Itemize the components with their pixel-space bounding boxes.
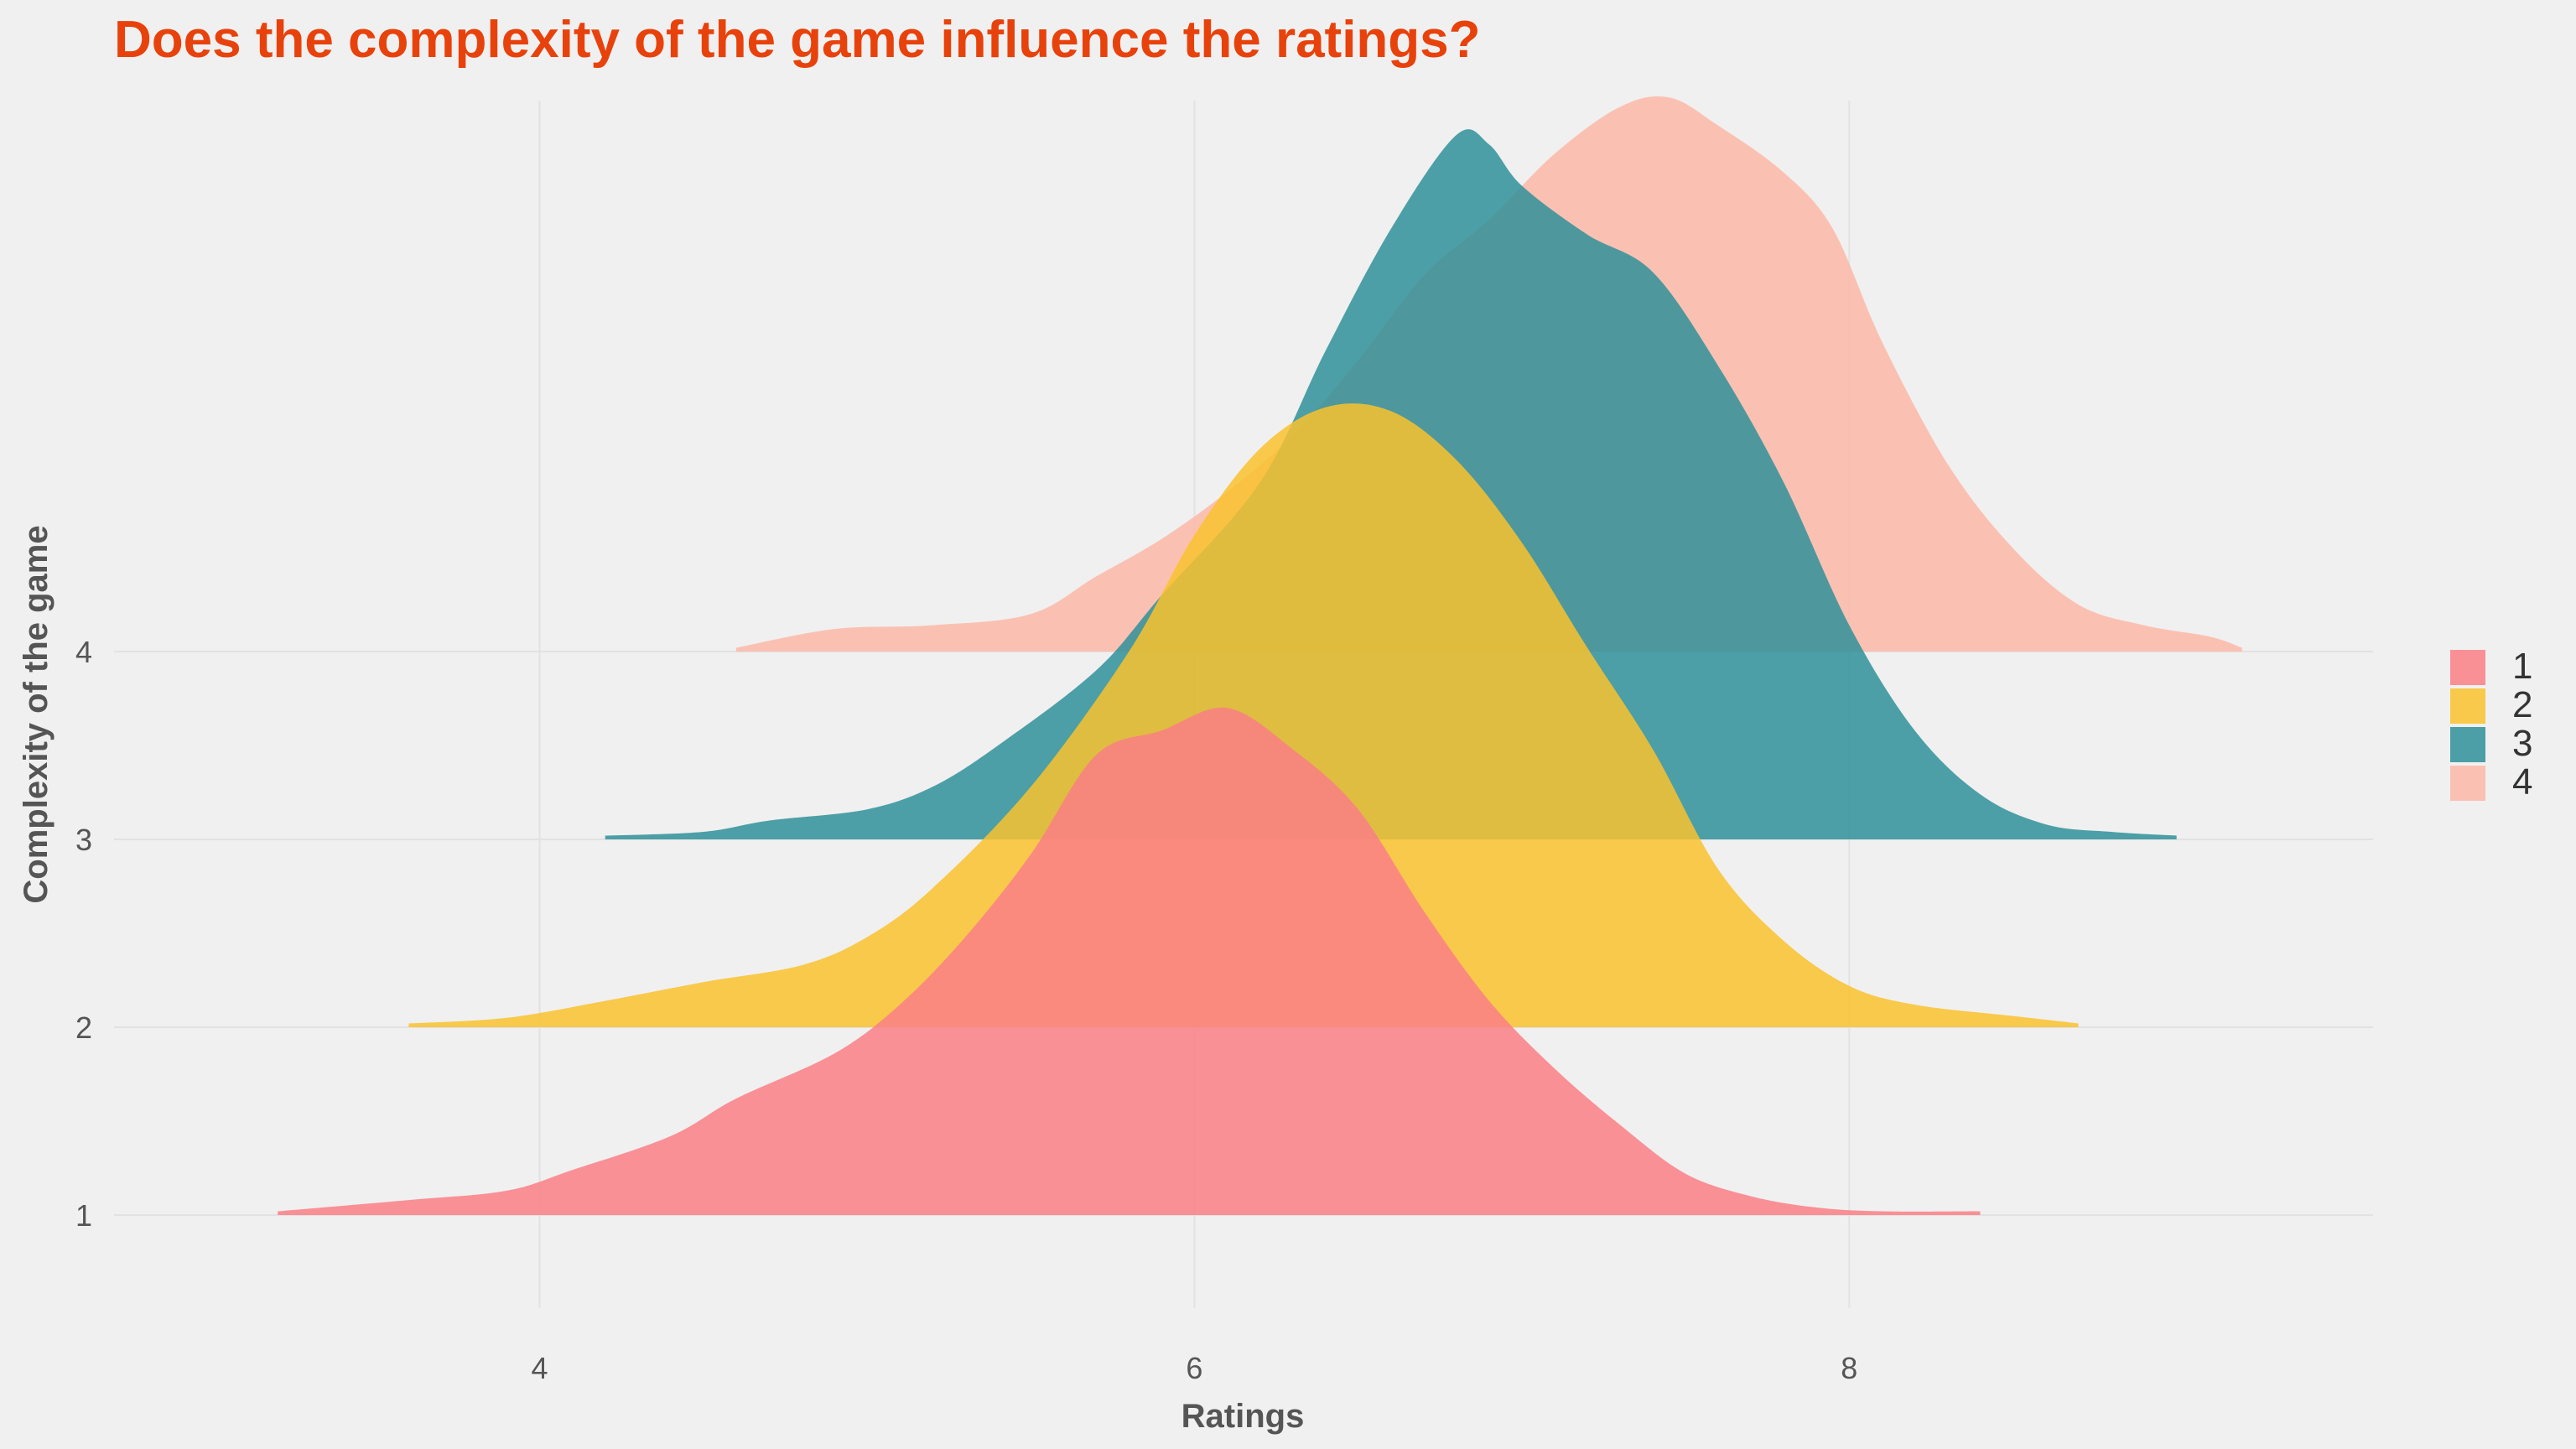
axis-ticks: 4 6 8 1 2 3 4 [75, 635, 1857, 1385]
legend-label-2: 2 [2512, 684, 2532, 725]
legend-swatch-3 [2450, 727, 2485, 762]
y-tick-label-1: 1 [75, 1198, 92, 1233]
x-tick-label-4: 4 [532, 1351, 548, 1385]
legend-label-4: 4 [2512, 761, 2532, 802]
legend-swatch-4 [2450, 766, 2485, 801]
ridge-complexity-1 [278, 707, 1981, 1215]
y-tick-label-2: 2 [75, 1010, 92, 1045]
chart-title: Does the complexity of the game influenc… [114, 11, 1481, 69]
legend-label-1: 1 [2512, 646, 2532, 687]
y-tick-label-3: 3 [75, 823, 92, 857]
legend-swatch-1 [2450, 650, 2485, 685]
legend-label-3: 3 [2512, 723, 2532, 764]
x-tick-label-8: 8 [1841, 1351, 1857, 1385]
legend-swatch-2 [2450, 688, 2485, 724]
x-tick-label-6: 6 [1186, 1351, 1202, 1385]
density-ridges [278, 96, 2242, 1215]
y-axis-label: Complexity of the game [18, 525, 55, 903]
y-tick-label-4: 4 [75, 635, 92, 669]
x-axis-label: Ratings [1182, 1398, 1305, 1435]
